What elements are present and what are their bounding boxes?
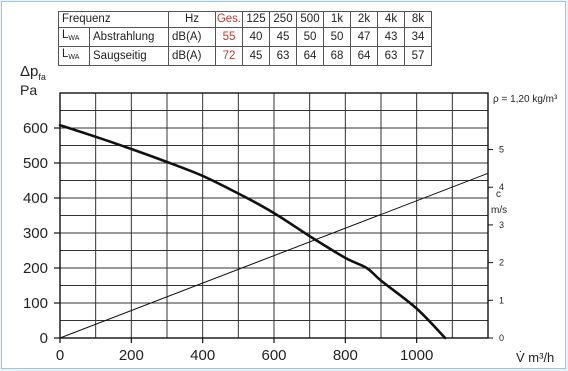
row-symbol: LWA <box>58 46 90 66</box>
x-tick-label: 1000 <box>400 347 433 364</box>
x-tick-label: 800 <box>333 347 358 364</box>
row-value: 50 <box>296 27 324 47</box>
row-value: 68 <box>323 46 351 66</box>
x-tick-label: 400 <box>190 347 215 364</box>
row-name: Saugseitig <box>89 46 169 66</box>
y-tick-label: 300 <box>23 225 48 242</box>
y-tick-label: 100 <box>23 295 48 312</box>
y-tick-label: 200 <box>23 260 48 277</box>
y-axis-label: Δpfa <box>20 63 46 82</box>
density-note: ρ = 1,20 kg/m³ <box>493 94 558 105</box>
chart-series <box>58 123 489 340</box>
pressure-curve <box>58 123 447 340</box>
row-value: 64 <box>350 46 378 66</box>
y-tick-label: 500 <box>23 155 48 172</box>
band-header: 500 <box>296 11 324 28</box>
y2-tick-label: 5 <box>499 145 504 155</box>
row-value: 45 <box>269 27 297 47</box>
y-axis-unit: Pa <box>20 82 37 98</box>
x-axis-label: V̇ m³/h <box>516 350 554 365</box>
table-row: LWA Saugseitig dB(A) 72 45 63 64 68 64 6… <box>58 46 432 66</box>
row-value: 57 <box>404 46 432 66</box>
y-tick-label: 600 <box>23 120 48 137</box>
band-header: 8k <box>404 11 432 28</box>
chart-grid <box>59 92 489 339</box>
tick-labels: 0 100 200 300 400 500 600 0 200 400 600 800 1000 0 1 2 3… <box>23 120 504 364</box>
velocity-line <box>59 172 489 339</box>
x-tick-label: 200 <box>119 347 144 364</box>
row-value: 63 <box>269 46 297 66</box>
y2-tick-label: 1 <box>499 295 504 305</box>
y-tick-label: 0 <box>40 330 48 347</box>
y2-axis-unit: m/s <box>491 205 507 216</box>
y2-axis-label: c <box>496 189 501 200</box>
row-total: 72 <box>215 46 243 66</box>
y2-tick-label: 3 <box>499 220 504 230</box>
total-label: Ges. <box>215 11 243 28</box>
band-header: 250 <box>269 11 297 28</box>
row-value: 63 <box>377 46 405 66</box>
row-unit: dB(A) <box>168 46 216 66</box>
sound-power-table: Frequenz Hz Ges. 125 250 500 1k 2k 4k 8k… <box>58 11 432 66</box>
row-value: 40 <box>242 27 270 47</box>
y2-tick-label: 2 <box>499 258 504 268</box>
y2-tick-label: 0 <box>499 333 504 343</box>
y-tick-label: 400 <box>23 190 48 207</box>
y2-tick-label: 4 <box>499 182 504 192</box>
x-tick-label: 0 <box>56 347 64 364</box>
row-value: 64 <box>296 46 324 66</box>
x-tick-label: 600 <box>261 347 286 364</box>
